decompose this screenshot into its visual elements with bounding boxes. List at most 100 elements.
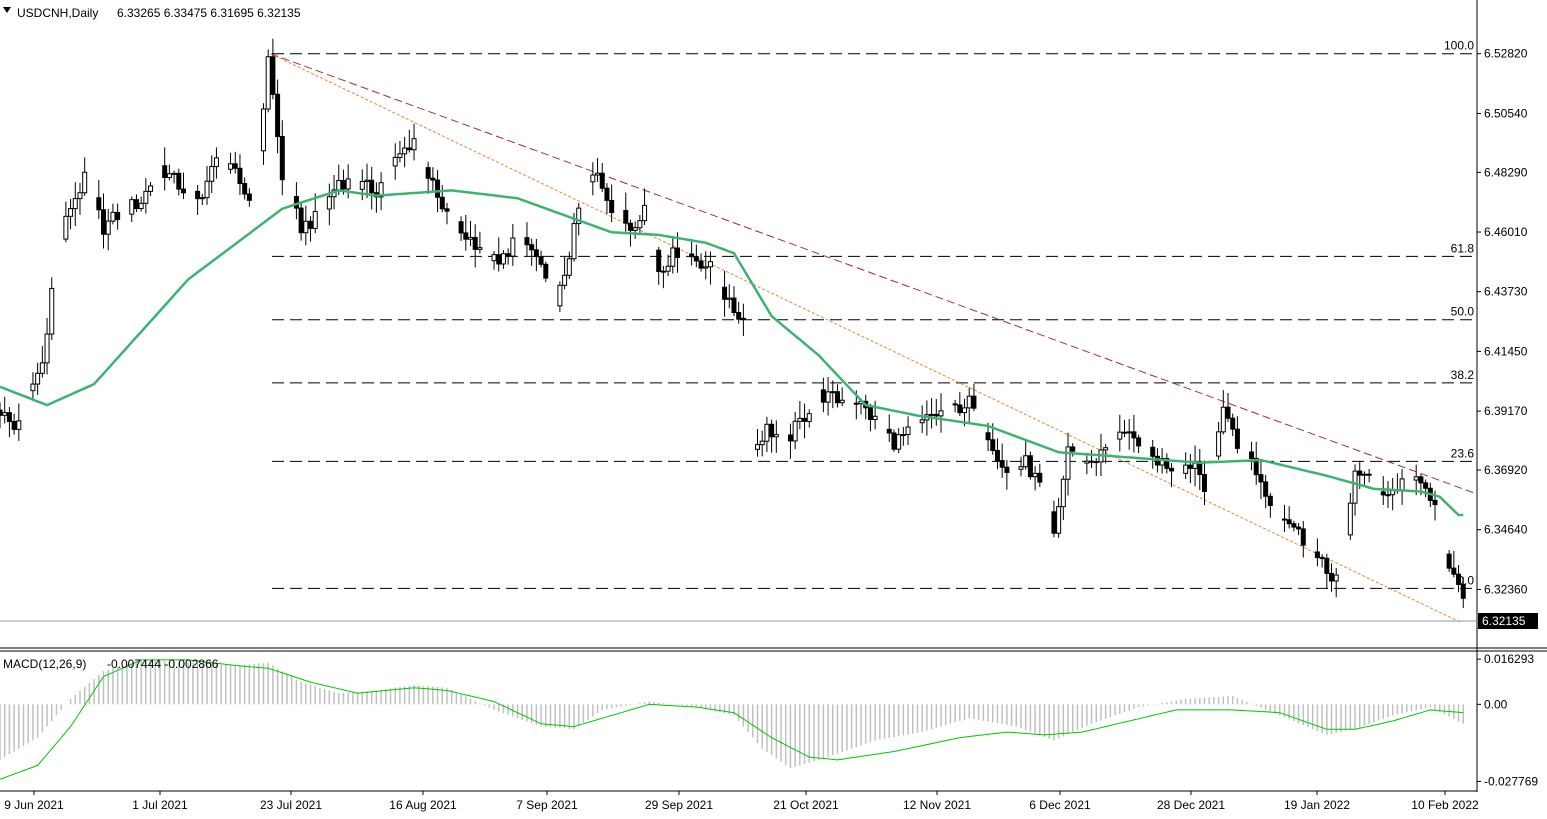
candle-body <box>180 188 186 194</box>
candle-body <box>900 434 906 437</box>
candle-body <box>1065 446 1071 480</box>
candle <box>820 377 826 413</box>
candle <box>1451 550 1457 578</box>
candle-body <box>726 297 732 300</box>
price-tick-label: 6.43730 <box>1484 285 1528 299</box>
candle <box>49 277 55 340</box>
candle-body <box>637 220 643 229</box>
candle-body <box>632 227 638 231</box>
candle-body <box>39 362 45 374</box>
candle-body <box>199 197 205 200</box>
candle <box>180 172 186 200</box>
candle-body <box>938 410 944 417</box>
candle <box>1121 419 1127 438</box>
price-tick-label: 6.36920 <box>1484 463 1528 477</box>
candle <box>72 182 78 227</box>
candle <box>919 405 925 433</box>
candle <box>411 123 417 161</box>
candle <box>345 164 351 199</box>
candle-body <box>148 185 154 192</box>
candle <box>1065 432 1071 496</box>
candle-body <box>990 439 996 451</box>
candle <box>1329 563 1335 592</box>
fib-label: 50.0 <box>1451 305 1475 319</box>
fib-label: 38.2 <box>1451 368 1475 382</box>
candle-body <box>736 312 742 320</box>
candle-body <box>105 220 111 235</box>
candle-body <box>698 260 704 269</box>
candle <box>985 422 991 452</box>
time-axis[interactable]: 9 Jun 2021 1 Jul 2021 23 Jul 2021 16 Aug 20… <box>4 791 1479 812</box>
trendline-upper[interactable] <box>270 53 1478 495</box>
candle-body <box>1230 417 1236 430</box>
candle-body <box>1164 457 1170 469</box>
candle <box>1234 416 1240 454</box>
candle <box>533 238 539 272</box>
trendlines[interactable] <box>270 53 1478 623</box>
chart-frame <box>0 0 1547 792</box>
candle-body <box>30 383 36 392</box>
candle <box>1004 460 1010 490</box>
candle <box>994 438 1000 470</box>
candle <box>755 429 761 457</box>
candle-body <box>994 449 1000 462</box>
candle <box>1225 392 1231 423</box>
candle <box>1267 492 1273 518</box>
candle-body <box>1258 474 1264 483</box>
candle-body <box>543 263 549 279</box>
candle-body <box>820 389 826 403</box>
trendline-lower[interactable] <box>270 53 1461 623</box>
candle <box>2 396 8 424</box>
candle <box>891 429 897 452</box>
candle-body <box>1366 473 1372 476</box>
candle-body <box>1084 460 1090 464</box>
candle <box>698 253 704 272</box>
candle <box>1084 455 1090 475</box>
candle-body <box>1070 446 1076 452</box>
candle <box>477 231 483 254</box>
candle <box>1361 471 1367 485</box>
price-tick-label: 6.32360 <box>1484 582 1528 596</box>
candle <box>1060 475 1066 521</box>
candle <box>298 202 304 241</box>
candle-body <box>1300 528 1306 546</box>
candle <box>1103 443 1109 464</box>
candle <box>176 168 182 196</box>
candle-body <box>1220 406 1226 433</box>
candle-body <box>952 403 958 406</box>
candle <box>1051 500 1057 538</box>
candle-body <box>1253 457 1259 476</box>
macd-tick-label: 0.016293 <box>1484 652 1534 666</box>
candle-body <box>707 261 713 268</box>
triangle-down-icon[interactable] <box>3 7 11 13</box>
candle-body <box>439 196 445 210</box>
candle <box>1296 523 1302 536</box>
candle-body <box>138 202 144 210</box>
candle <box>1150 439 1156 469</box>
price-axis[interactable]: 6.52820 6.50540 6.48290 6.46010 6.43730 6.414… <box>1477 47 1538 789</box>
candle <box>933 398 939 426</box>
candle-body <box>1159 457 1165 466</box>
candle-body <box>1060 478 1066 508</box>
candle-body <box>1037 472 1043 483</box>
candle <box>505 248 511 265</box>
candle <box>604 183 610 214</box>
candle <box>1220 390 1226 435</box>
candle-body <box>787 434 793 442</box>
candle-body <box>1263 481 1269 497</box>
fib-label: 23.6 <box>1451 446 1475 460</box>
candle-body <box>49 287 55 335</box>
candle <box>35 362 41 395</box>
candle <box>830 380 836 409</box>
candle <box>63 201 69 243</box>
candle-body <box>496 254 502 265</box>
candle <box>834 384 840 408</box>
candle-body <box>510 237 516 257</box>
candle <box>359 169 365 201</box>
candle <box>204 166 210 205</box>
candle <box>1027 451 1033 480</box>
candle-body <box>430 177 436 181</box>
candle <box>1169 463 1175 488</box>
candle-body <box>524 237 530 246</box>
candle <box>952 399 958 413</box>
